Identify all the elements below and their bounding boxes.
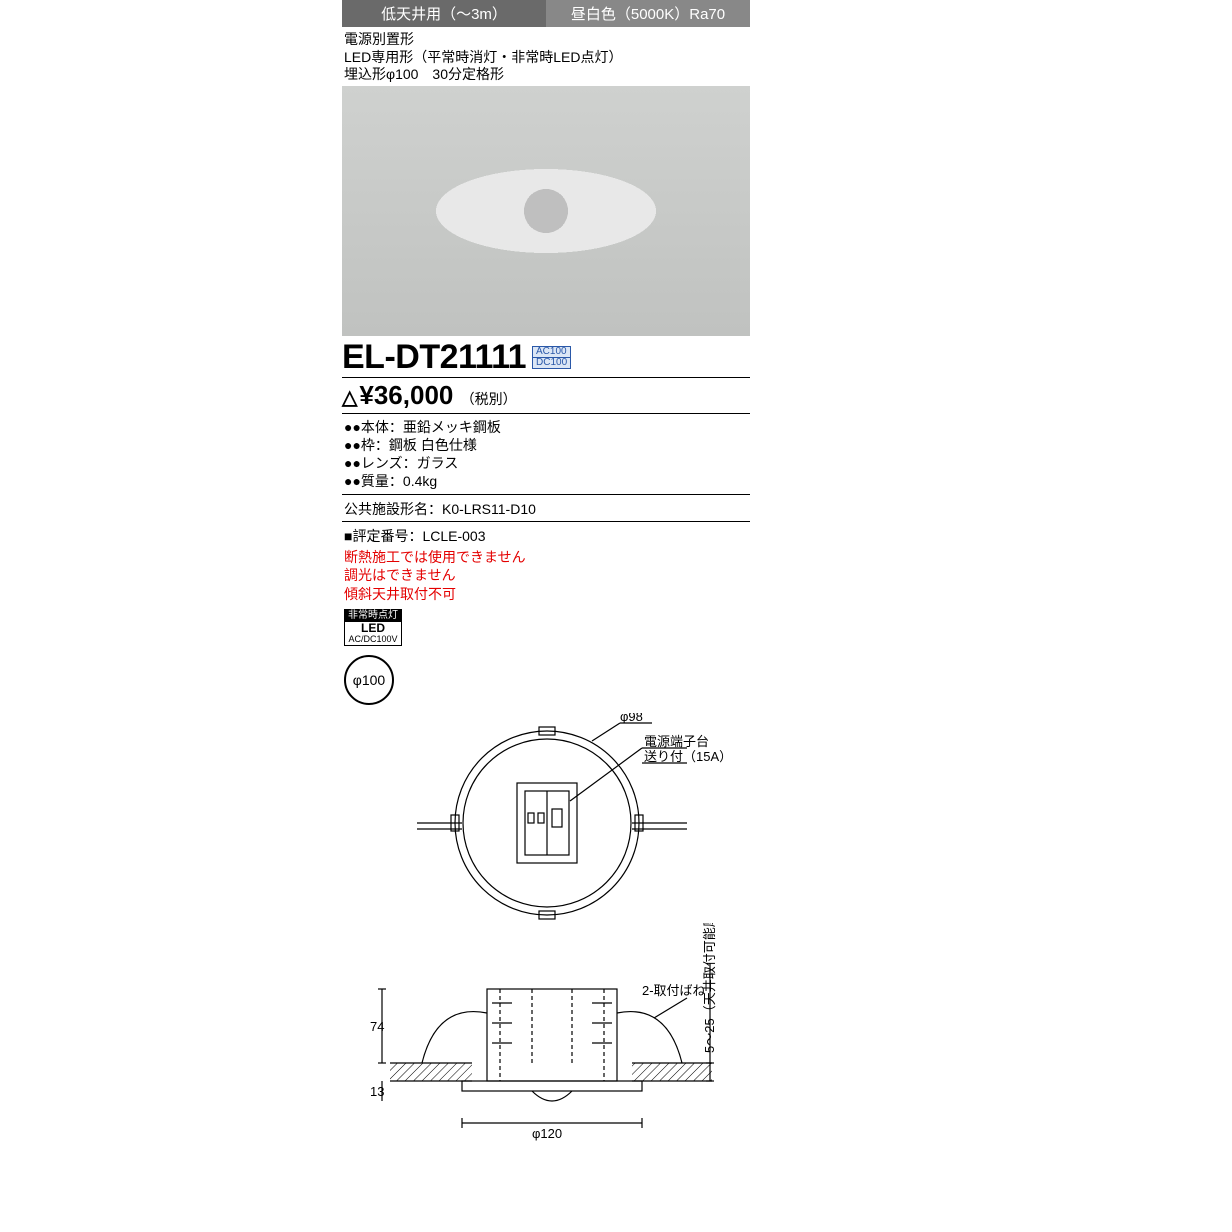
public-facility-name: 公共施設形名：K0-LRS11-D10 [342, 495, 750, 522]
product-description: 電源別置形 LED専用形（平常時消灯・非常時LED点灯） 埋込形φ100 30分… [342, 27, 750, 86]
acdc-badge: AC100 DC100 [532, 346, 571, 369]
model-number: EL-DT21111 [342, 338, 526, 377]
dim-13: 13 [370, 1084, 384, 1099]
badge-dc: DC100 [533, 358, 570, 368]
spec-body: ●本体：亜鉛メッキ鋼板 [344, 418, 750, 436]
desc-line2: LED専用形（平常時消灯・非常時LED点灯） [344, 49, 748, 67]
diagram-side-view: 74 13 φ120 2‐取付ばね 5～25（天井取付可能厚さ） [342, 923, 750, 1143]
dim-spring: 2‐取付ばね [642, 983, 706, 998]
dim-thickness: 5～25（天井取付可能厚さ） [702, 923, 717, 1053]
dim-terminal: 電源端子台 [644, 734, 709, 749]
tag-color-temp: 昼白色（5000K）Ra70 [546, 0, 750, 27]
spec-list: ●本体：亜鉛メッキ鋼板 ●枠：鋼板 白色仕様 ●レンズ：ガラス ●質量：0.4k… [342, 414, 750, 496]
price-value: ¥36,000 [359, 380, 453, 410]
rating-text: 評定番号：LCLE-003 [352, 528, 485, 544]
warnings: 断熱施工では使用できません 調光はできません 傾斜天井取付不可 [342, 548, 750, 607]
warn-dimming: 調光はできません [344, 566, 750, 584]
dim-phi120: φ120 [532, 1126, 562, 1141]
spec-mass: ●質量：0.4kg [344, 472, 750, 490]
phi100-icon: φ100 [344, 655, 394, 705]
model-row: EL-DT21111 AC100 DC100 [342, 336, 750, 378]
rating-number: 評定番号：LCLE-003 [342, 522, 750, 548]
price-symbol: △ [342, 387, 357, 409]
header-tags: 低天井用（～3m） 昼白色（5000K）Ra70 [342, 0, 750, 27]
warn-insulation: 断熱施工では使用できません [344, 548, 750, 566]
icons-row: 非常時点灯 LED AC/DC100V [342, 607, 750, 651]
diagram-top-view: φ98 電源端子台 送り付（15A） [342, 713, 750, 923]
desc-line1: 電源別置形 [344, 31, 748, 49]
badge-ac: AC100 [533, 347, 570, 358]
price-row: △¥36,000 （税別） [342, 378, 750, 414]
warn-slope: 傾斜天井取付不可 [344, 585, 750, 603]
spec-lens: ●レンズ：ガラス [344, 454, 750, 472]
led-emergency-icon: 非常時点灯 LED AC/DC100V [344, 609, 402, 647]
tag-low-ceiling: 低天井用（～3m） [342, 0, 546, 27]
dim-okuri: 送り付（15A） [644, 749, 732, 764]
desc-line3: 埋込形φ100 30分定格形 [344, 66, 748, 84]
price-tax: （税別） [461, 391, 517, 407]
product-photo [342, 86, 750, 336]
phi100-text: φ100 [353, 672, 385, 688]
dim-phi98: φ98 [620, 713, 643, 724]
led-icon-bot: AC/DC100V [345, 635, 401, 645]
dim-74: 74 [370, 1019, 384, 1034]
spec-frame: ●枠：鋼板 白色仕様 [344, 436, 750, 454]
